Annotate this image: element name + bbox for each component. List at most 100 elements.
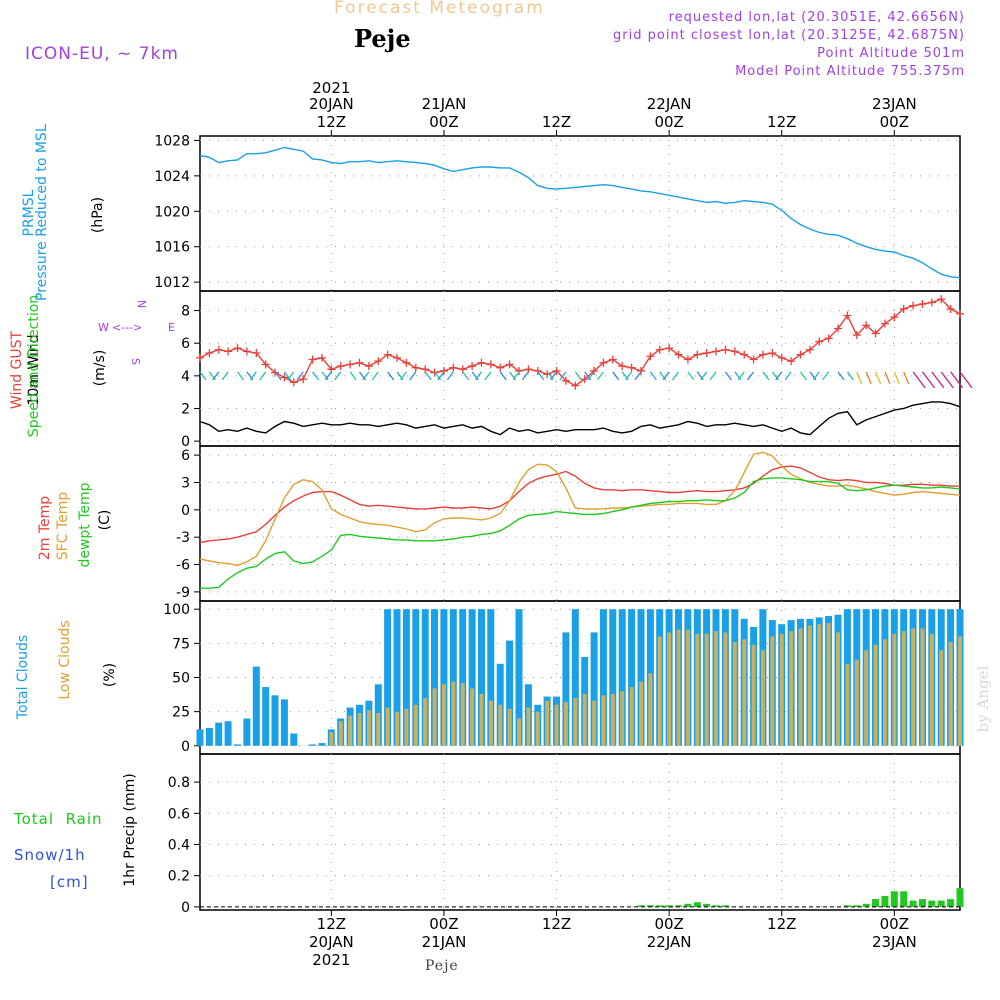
top-tick-label: 12Z — [317, 113, 346, 131]
bar-low-clouds — [639, 681, 643, 746]
wind-arrow — [696, 371, 704, 381]
bar-total-clouds — [290, 733, 298, 746]
bar-total-clouds — [309, 744, 317, 746]
bar-total-rain — [853, 905, 861, 907]
compass-e: E — [168, 321, 175, 334]
wind-arrow — [874, 371, 882, 385]
wind-arrow — [362, 371, 370, 381]
bar-low-clouds — [470, 688, 475, 746]
bottom-tick-label: 00Z — [429, 915, 458, 933]
y-tick-label: 0 — [181, 739, 190, 755]
wind-arrow — [550, 371, 558, 381]
requested-coords: requested lon,lat (20.3051E, 42.6656N) — [668, 10, 965, 25]
bar-total-rain — [862, 903, 870, 907]
wind-arrow — [950, 371, 964, 389]
gust-point — [627, 363, 636, 372]
bar-total-rain — [872, 899, 879, 907]
top-tick-label: 12Z — [767, 113, 796, 131]
gust-point — [308, 355, 317, 364]
bar-low-clouds — [535, 711, 540, 746]
bar-total-rain — [712, 905, 720, 907]
gust-point — [561, 376, 570, 385]
bar-low-clouds — [348, 715, 353, 746]
gust-point — [543, 370, 552, 379]
wind-arrow — [931, 371, 945, 389]
bottom-tick-label: 23JAN — [872, 933, 917, 951]
gust-point — [486, 360, 495, 369]
bar-low-clouds — [779, 633, 784, 746]
bar-low-clouds — [404, 708, 409, 746]
gust-point — [730, 347, 739, 356]
bar-low-clouds — [939, 650, 944, 746]
wind-arrow — [940, 371, 954, 389]
wind-arrow — [537, 371, 545, 381]
wind-arrow — [846, 371, 854, 381]
bar-low-clouds — [761, 650, 765, 746]
bar-low-clouds — [385, 707, 390, 746]
gust-point — [749, 355, 758, 364]
gust-point — [496, 363, 505, 372]
gust-point — [590, 366, 599, 375]
y-tick-label: 0.4 — [168, 837, 190, 853]
bar-low-clouds — [488, 700, 493, 746]
gust-point — [355, 358, 364, 367]
bar-total-rain — [646, 905, 654, 907]
wind-arrow — [903, 371, 910, 385]
bar-low-clouds — [789, 631, 794, 746]
bar-total-clouds — [262, 687, 270, 746]
bar-low-clouds — [507, 708, 512, 746]
y-tick-label: 6 — [181, 448, 190, 464]
bar-total-clouds — [468, 609, 476, 746]
compass-we-arrow: <---> — [112, 321, 142, 334]
bar-low-clouds — [667, 632, 672, 746]
y-tick-label: 0 — [181, 503, 190, 519]
wind-arrow — [437, 371, 445, 381]
bar-total-rain — [937, 900, 945, 907]
gust-point — [571, 381, 580, 390]
compass-n: N — [135, 300, 148, 308]
bar-low-clouds — [864, 650, 869, 746]
bar-low-clouds — [357, 713, 362, 746]
series-line-prmsl — [199, 146, 961, 279]
bar-total-clouds — [393, 609, 401, 746]
wind-arrow — [387, 371, 395, 381]
panel-frame — [199, 290, 961, 447]
y-tick-label: 50 — [172, 671, 190, 687]
wind-arrow — [574, 371, 582, 381]
gust-point — [299, 375, 308, 384]
gust-point — [477, 358, 486, 367]
top-tick-label: 00Z — [654, 113, 683, 131]
bar-total-clouds — [628, 609, 636, 746]
wind-arrow — [799, 371, 808, 381]
gust-point — [346, 360, 355, 369]
top-tick-label: 20JAN — [309, 95, 354, 113]
gust-point — [214, 345, 223, 354]
wind-arrow — [634, 371, 642, 381]
gust-point — [862, 321, 871, 330]
wind-arrow — [559, 371, 567, 381]
bar-total-clouds — [412, 609, 420, 746]
top-tick-label: 23JAN — [872, 95, 917, 113]
compass-w: W — [98, 321, 109, 334]
bar-low-clouds — [610, 693, 615, 746]
y-tick-label: 100 — [163, 602, 190, 618]
gust-point — [927, 298, 936, 307]
bar-total-rain — [900, 891, 908, 907]
bar-total-clouds — [487, 609, 495, 746]
wind-arrow — [199, 371, 207, 381]
bar-total-clouds — [421, 609, 429, 746]
bar-total-clouds — [506, 640, 514, 746]
gust-point — [515, 366, 524, 375]
wind-arrow — [237, 371, 245, 381]
bar-total-clouds — [571, 609, 579, 746]
bar-low-clouds — [826, 622, 831, 746]
gust-point — [674, 350, 683, 359]
wind-arrow — [921, 371, 935, 389]
bar-total-rain — [843, 905, 851, 907]
wind-arrow — [399, 371, 407, 381]
y-tick-label: 1020 — [154, 204, 190, 220]
wind-arrow — [221, 371, 229, 381]
y-tick-label: 8 — [181, 304, 190, 320]
gust-point — [196, 353, 204, 362]
bar-total-clouds — [252, 666, 260, 746]
